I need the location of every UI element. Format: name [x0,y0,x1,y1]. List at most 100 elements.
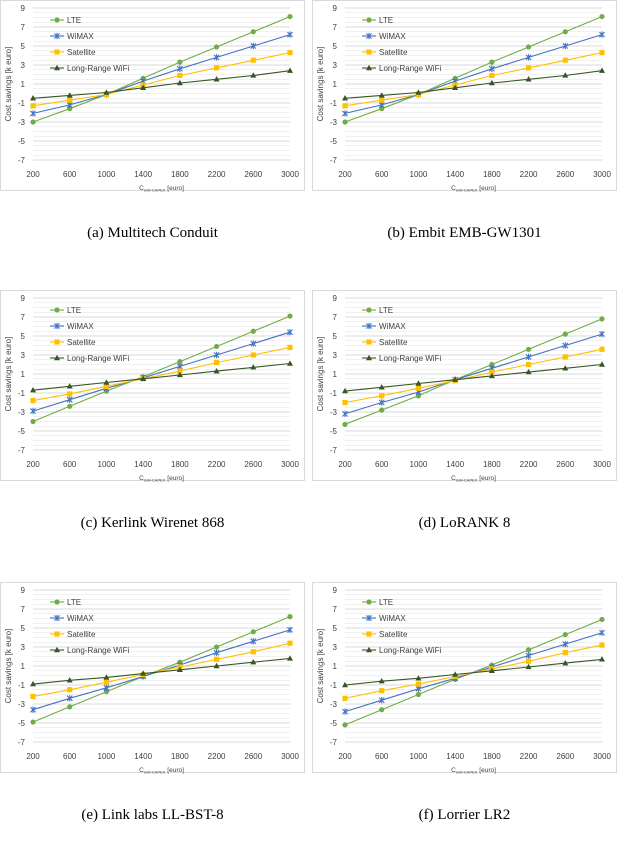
marker-satellite [287,50,293,56]
marker-wimax [287,626,293,634]
y-tick-label: -3 [330,700,338,709]
y-tick-label: 9 [333,586,338,595]
marker-wimax [378,697,385,704]
marker-long-range-wifi [415,380,422,386]
marker-satellite [67,97,73,103]
marker-satellite [177,72,183,79]
marker-satellite [342,103,348,109]
marker-long-range-wifi [250,364,257,370]
marker-long-range-wifi [366,64,372,71]
y-tick-label: -5 [330,719,338,728]
marker-long-range-wifi [452,84,459,90]
marker-satellite [562,354,568,360]
marker-lte [250,29,256,35]
marker-long-range-wifi [562,72,569,78]
marker-lte [67,106,73,112]
legend-label-long-range-wifi: Long-Range WiFi [379,354,441,363]
marker-lte [489,59,495,65]
marker-long-range-wifi [415,675,422,681]
marker-wimax [525,652,532,659]
y-tick-label: 3 [333,61,338,70]
marker-lte [177,59,183,65]
x-axis-title-subscript: GW-CAPEX [456,478,478,483]
marker-lte [342,119,348,125]
marker-lte [67,704,73,710]
marker-lte [103,689,110,695]
marker-satellite [54,49,60,55]
marker-wimax [525,54,532,61]
marker-satellite [366,339,372,345]
marker-long-range-wifi [30,680,36,687]
marker-lte [250,629,256,635]
marker-wimax [599,629,605,636]
marker-wimax [342,110,348,117]
series-line-long-range-wifi [344,363,603,392]
series-line-lte [32,315,291,423]
marker-long-range-wifi [415,89,422,95]
series-line-long-range-wifi [32,70,291,99]
marker-lte [213,44,220,50]
marker-satellite [415,681,422,687]
x-axis-title-subscript: GW-CAPEX [456,770,478,775]
marker-long-range-wifi [140,375,147,381]
marker-wimax [103,684,110,692]
marker-long-range-wifi [213,367,220,374]
marker-wimax [287,31,293,38]
x-tick-label: 600 [63,752,77,761]
legend-label-wimax: WiMAX [67,322,94,331]
x-tick-label: 1000 [410,460,428,469]
marker-satellite [30,693,36,699]
marker-long-range-wifi [342,387,348,394]
marker-lte [366,599,372,605]
marker-lte [30,119,36,125]
marker-satellite [213,65,220,71]
marker-long-range-wifi [103,674,110,680]
x-tick-label: 1800 [483,170,501,179]
y-tick-label: -7 [330,156,338,165]
x-tick-label: 1400 [134,460,152,469]
x-axis-title-main: C [139,767,144,774]
x-tick-label: 2200 [208,170,226,179]
y-tick-label: 3 [21,61,26,70]
marker-long-range-wifi [525,368,532,375]
legend-label-lte: LTE [379,598,393,607]
marker-satellite [489,369,495,375]
marker-lte [287,614,293,620]
y-tick-label: 7 [21,313,26,322]
marker-long-range-wifi [488,667,495,673]
y-tick-label: 1 [333,80,338,89]
legend-label-lte: LTE [67,16,81,25]
marker-satellite [525,658,532,664]
x-axis-title-unit: [euro] [165,475,184,482]
legend-label-long-range-wifi: Long-Range WiFi [379,64,441,73]
x-tick-label: 1400 [446,752,464,761]
x-tick-label: 1000 [98,170,116,179]
marker-long-range-wifi [54,64,60,71]
marker-long-range-wifi [562,659,569,666]
y-tick-label: 5 [333,42,338,51]
marker-long-range-wifi [525,663,532,670]
marker-satellite [379,97,385,103]
x-tick-label: 1800 [171,460,189,469]
y-tick-label: 7 [21,605,26,614]
x-tick-label: 2200 [520,170,538,179]
series-line-long-range-wifi [344,658,603,686]
marker-lte [250,328,256,334]
marker-satellite [67,391,73,397]
marker-satellite [562,650,568,656]
y-tick-label: 3 [21,351,26,360]
y-tick-label: 7 [333,23,338,32]
y-tick-label: -5 [330,427,338,436]
x-axis-title: CGW-CAPEX [euro] [451,185,496,193]
marker-satellite [103,383,110,389]
marker-long-range-wifi [103,379,110,385]
x-tick-label: 3000 [281,460,299,469]
chart-caption: (f) Lorrier LR2 [418,807,511,823]
marker-lte [415,393,422,399]
marker-wimax [66,396,73,403]
legend-label-satellite: Satellite [67,630,96,639]
x-axis-title: CGW-CAPEX [euro] [451,767,496,775]
marker-long-range-wifi [378,678,385,684]
marker-lte [562,29,568,35]
y-tick-label: -1 [18,389,26,398]
